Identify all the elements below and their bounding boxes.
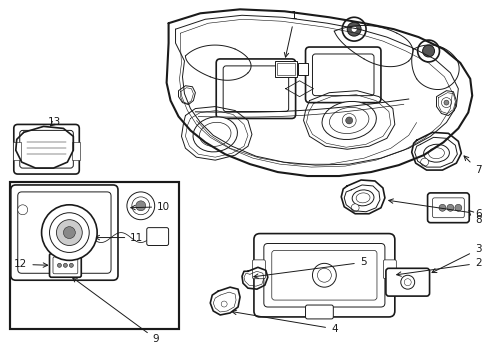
Ellipse shape — [193, 117, 237, 152]
Bar — [10, 182, 178, 329]
FancyBboxPatch shape — [271, 251, 376, 300]
Text: 5: 5 — [253, 257, 366, 278]
Text: 6: 6 — [388, 199, 481, 219]
Circle shape — [454, 204, 461, 211]
FancyBboxPatch shape — [216, 59, 295, 118]
Ellipse shape — [423, 144, 448, 162]
Circle shape — [346, 22, 360, 36]
Circle shape — [41, 205, 97, 260]
Text: 10: 10 — [130, 202, 170, 212]
Ellipse shape — [329, 107, 368, 134]
FancyBboxPatch shape — [14, 125, 79, 174]
FancyBboxPatch shape — [146, 228, 168, 246]
Circle shape — [400, 275, 414, 289]
Circle shape — [422, 45, 434, 57]
Circle shape — [312, 264, 336, 287]
Bar — [297, 63, 307, 75]
Circle shape — [57, 264, 61, 267]
Circle shape — [404, 279, 410, 286]
Text: 7: 7 — [463, 156, 481, 175]
Bar — [274, 61, 296, 77]
Circle shape — [18, 205, 28, 215]
Circle shape — [69, 264, 73, 267]
Circle shape — [221, 301, 226, 307]
Text: 8: 8 — [468, 211, 481, 225]
FancyBboxPatch shape — [305, 305, 333, 319]
Circle shape — [446, 204, 453, 211]
Text: 3: 3 — [431, 244, 481, 273]
Circle shape — [443, 100, 448, 105]
FancyBboxPatch shape — [252, 260, 265, 279]
Circle shape — [420, 158, 427, 166]
Text: 4: 4 — [231, 310, 337, 334]
Ellipse shape — [355, 193, 369, 203]
Circle shape — [127, 192, 154, 220]
FancyBboxPatch shape — [432, 198, 463, 218]
Ellipse shape — [322, 102, 376, 140]
FancyBboxPatch shape — [383, 260, 395, 279]
Text: 13: 13 — [48, 117, 61, 127]
Circle shape — [438, 204, 445, 211]
Ellipse shape — [427, 148, 444, 159]
Bar — [276, 63, 294, 75]
Text: 12: 12 — [14, 259, 47, 269]
Text: 1: 1 — [284, 11, 297, 57]
Text: 2: 2 — [396, 258, 481, 276]
Ellipse shape — [351, 190, 373, 206]
Text: 9: 9 — [72, 278, 159, 344]
Circle shape — [63, 264, 67, 267]
FancyBboxPatch shape — [253, 234, 394, 317]
Circle shape — [317, 268, 331, 282]
FancyBboxPatch shape — [53, 257, 78, 274]
FancyBboxPatch shape — [49, 253, 81, 277]
FancyBboxPatch shape — [264, 243, 384, 307]
Circle shape — [417, 40, 439, 62]
FancyBboxPatch shape — [427, 193, 468, 223]
Circle shape — [49, 213, 89, 252]
FancyBboxPatch shape — [385, 268, 428, 296]
Circle shape — [350, 204, 358, 212]
Polygon shape — [178, 86, 195, 105]
Ellipse shape — [199, 122, 230, 147]
Circle shape — [342, 113, 355, 127]
Bar — [13, 142, 20, 160]
FancyBboxPatch shape — [20, 130, 73, 168]
Circle shape — [132, 197, 149, 215]
Bar — [72, 142, 80, 160]
Circle shape — [63, 227, 75, 239]
Circle shape — [136, 201, 145, 211]
Text: 11: 11 — [95, 233, 143, 243]
Circle shape — [345, 117, 352, 124]
Polygon shape — [436, 91, 455, 116]
Circle shape — [350, 26, 356, 32]
FancyBboxPatch shape — [312, 54, 373, 96]
FancyBboxPatch shape — [18, 192, 111, 273]
Circle shape — [56, 220, 82, 246]
FancyBboxPatch shape — [223, 66, 288, 112]
FancyBboxPatch shape — [11, 185, 118, 280]
Circle shape — [441, 98, 450, 108]
Circle shape — [342, 17, 366, 41]
FancyBboxPatch shape — [305, 47, 380, 103]
